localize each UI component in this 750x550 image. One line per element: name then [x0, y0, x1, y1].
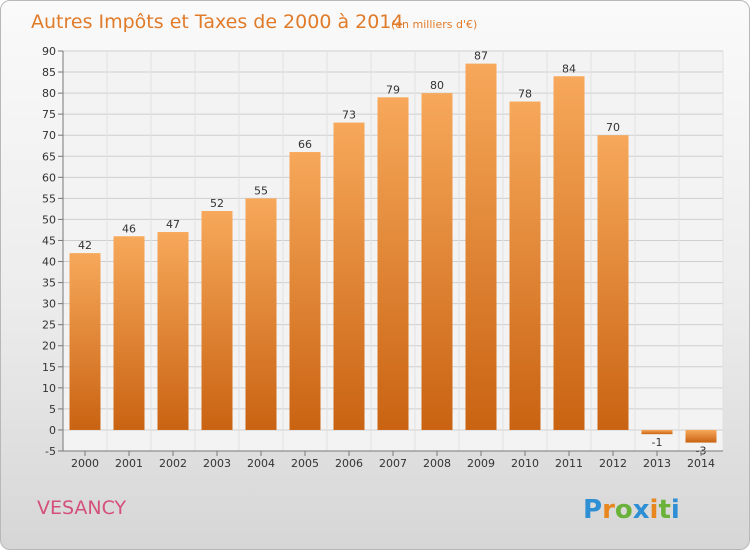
y-tick-label: 85 [42, 66, 56, 79]
y-tick-label: 60 [42, 171, 56, 184]
proxiti-logo: Proxiti [583, 495, 680, 525]
chart-title: Autres Impôts et Taxes de 2000 à 2014 [31, 11, 404, 33]
y-tick-label: 70 [42, 129, 56, 142]
logo-letter: P [583, 495, 602, 525]
y-tick-label: 35 [42, 277, 56, 290]
x-tick-label: 2004 [247, 457, 275, 470]
x-tick-label: 2002 [159, 457, 187, 470]
bar [465, 63, 497, 430]
bar [333, 122, 365, 430]
data-label: 79 [386, 83, 400, 96]
bar [685, 429, 717, 443]
y-tick-label: 25 [42, 319, 56, 332]
chart-subtitle: (en milliers d'€) [391, 18, 477, 31]
bar [597, 135, 629, 430]
data-label: 55 [254, 184, 268, 197]
data-label: -1 [652, 436, 663, 449]
y-tick-label: 30 [42, 298, 56, 311]
y-tick-label: 20 [42, 340, 56, 353]
data-label: 47 [166, 218, 180, 231]
data-label: 52 [210, 197, 224, 210]
data-label: 42 [78, 239, 92, 252]
data-label: 46 [122, 222, 136, 235]
data-label: 78 [518, 88, 532, 101]
data-label: 66 [298, 138, 312, 151]
data-label: 80 [430, 79, 444, 92]
bar [509, 101, 541, 430]
logo-letter: o [615, 495, 633, 525]
logo-letter: t [658, 495, 670, 525]
logo-letter: i [650, 495, 659, 525]
y-tick-label: 40 [42, 256, 56, 269]
bar [245, 198, 277, 430]
location-name: VESANCY [37, 497, 127, 519]
logo-letter: r [602, 495, 615, 525]
x-tick-label: 2014 [687, 457, 715, 470]
bar [641, 429, 673, 435]
x-tick-label: 2011 [555, 457, 583, 470]
x-tick-label: 2006 [335, 457, 363, 470]
x-tick-label: 2000 [71, 457, 99, 470]
y-tick-label: 5 [49, 403, 56, 416]
y-tick-label: 10 [42, 382, 56, 395]
x-tick-label: 2012 [599, 457, 627, 470]
bar [201, 211, 233, 430]
y-tick-label: 45 [42, 234, 56, 247]
logo-letter: x [633, 495, 650, 525]
plot-area: -5 0 5 10 15 20 25 30 35 40 45 50 55 60 65 70 75 80 85 90 42… [42, 45, 724, 470]
bar [289, 152, 321, 430]
data-label: 70 [606, 121, 620, 134]
x-tick-label: 2005 [291, 457, 319, 470]
data-label: 84 [562, 62, 576, 75]
bar [113, 236, 145, 430]
x-tick-label: 2003 [203, 457, 231, 470]
x-tick-label: 2009 [467, 457, 495, 470]
y-tick-label: 90 [42, 45, 56, 58]
y-tick-label: 65 [42, 150, 56, 163]
bar [421, 93, 453, 430]
bar [377, 97, 409, 430]
y-tick-label: 15 [42, 361, 56, 374]
data-label: 73 [342, 109, 356, 122]
y-tick-label: 0 [49, 424, 56, 437]
bar [69, 253, 101, 430]
x-tick-label: 2001 [115, 457, 143, 470]
bar [553, 76, 585, 430]
y-tick-label: 80 [42, 87, 56, 100]
y-tick-label: 75 [42, 108, 56, 121]
x-tick-label: 2010 [511, 457, 539, 470]
x-tick-label: 2008 [423, 457, 451, 470]
y-tick-label: 55 [42, 192, 56, 205]
y-tick-label: 50 [42, 213, 56, 226]
x-tick-label: 2007 [379, 457, 407, 470]
x-tick-label: 2013 [643, 457, 671, 470]
logo-letter: i [671, 495, 680, 525]
bar [157, 232, 189, 430]
y-tick-label: -5 [45, 445, 56, 458]
data-label: 87 [474, 50, 488, 63]
